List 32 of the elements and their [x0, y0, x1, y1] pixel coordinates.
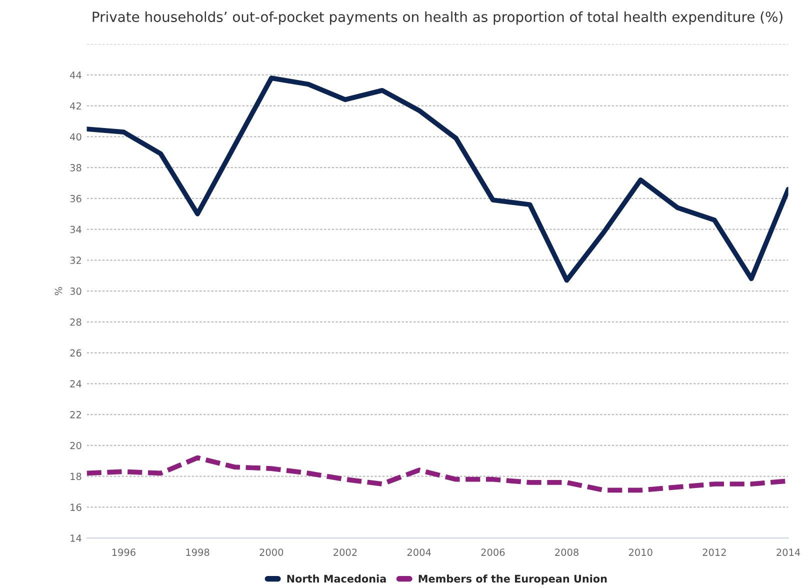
- chart-title: Private households’ out-of-pocket payments on health as proportion of total health expenditure (%): [92, 11, 782, 25]
- y-tick-label: 34: [70, 226, 82, 234]
- y-tick-label: 32: [70, 256, 81, 264]
- y-tick-label: 14: [70, 534, 82, 542]
- y-tick-label: 44: [70, 72, 82, 79]
- y-tick-label: 24: [70, 380, 82, 388]
- y-tick-label: 26: [70, 349, 82, 357]
- y-tick-label: 22: [70, 411, 81, 418]
- x-tick-label: 2012: [702, 548, 726, 556]
- legend-label: North Macedonia: [287, 574, 386, 583]
- y-tick-label: 30: [70, 288, 82, 295]
- y-tick-label: 16: [70, 504, 82, 511]
- x-tick-label: 1996: [112, 548, 136, 556]
- y-tick-label: 28: [70, 318, 82, 326]
- y-tick-label: 38: [70, 164, 82, 172]
- x-tick-label: 2010: [628, 548, 652, 556]
- x-tick-label: 2014: [776, 548, 800, 556]
- y-tick-label: 40: [70, 133, 82, 141]
- y-tick-label: 36: [70, 194, 82, 202]
- line-series: [86, 455, 788, 493]
- x-tick-label: 2008: [555, 548, 578, 556]
- x-tick-label: 2002: [334, 548, 357, 556]
- y-tick-label: 42: [70, 102, 81, 110]
- y-axis-title: %: [54, 286, 62, 296]
- legend-label: Members of the European Union: [418, 574, 607, 585]
- x-tick-label: 2006: [481, 548, 505, 556]
- x-tick-label: 1998: [186, 548, 210, 556]
- x-tick-label: 2004: [407, 548, 431, 556]
- line-series: [86, 76, 788, 283]
- y-tick-label: 18: [70, 472, 82, 480]
- x-tick-label: 2000: [260, 548, 284, 556]
- y-tick-label: 20: [70, 442, 82, 450]
